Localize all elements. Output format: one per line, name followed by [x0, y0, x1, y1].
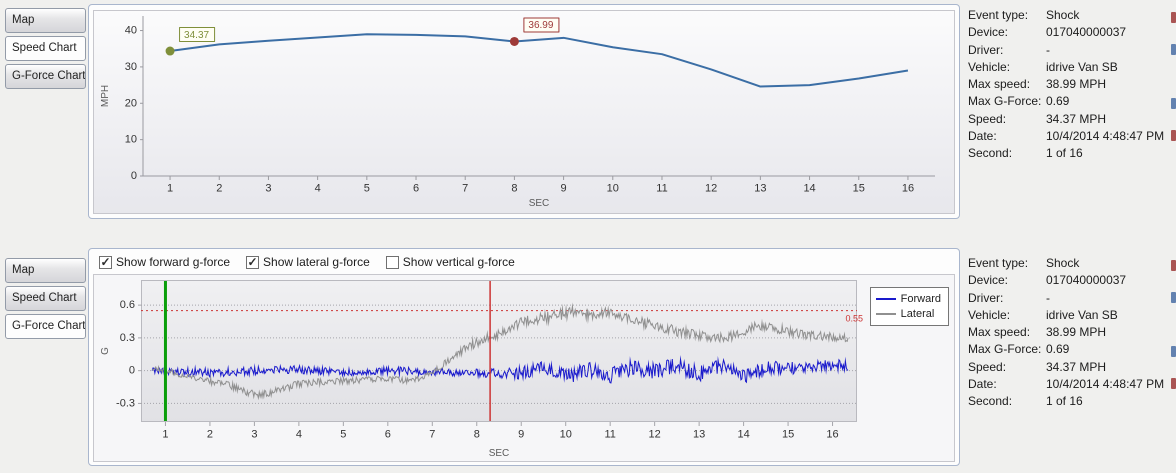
info-row-max-g-force: Max G-Force: 0.69 — [968, 342, 1173, 359]
info-label: Speed: — [968, 111, 1007, 126]
info-value: - — [1046, 290, 1050, 305]
info-value: 38.99 MPH — [1046, 325, 1107, 340]
info-label: Device: — [968, 273, 1009, 288]
info-row-speed: Speed: 34.37 MPH — [968, 360, 1173, 377]
info-row-max-g-force: Max G-Force: 0.69 — [968, 94, 1173, 111]
info-value: 1 of 16 — [1046, 146, 1083, 161]
info-row-date: Date: 10/4/2014 4:48:47 PM — [968, 129, 1173, 146]
edge-icon-fragment — [1171, 260, 1176, 271]
edge-icon-fragment — [1171, 378, 1176, 389]
info-label: Speed: — [968, 359, 1007, 374]
legend-item-lateral: Lateral — [875, 306, 941, 321]
info-value: Shock — [1046, 256, 1080, 270]
info-value: 10/4/2014 4:48:47 PM — [1046, 129, 1165, 144]
gforce-legend: Forward Lateral — [869, 287, 949, 326]
info-row-event-type: Event type: Shock — [968, 256, 1173, 273]
info-label: Event type: — [968, 8, 1029, 22]
info-value: 34.37 MPH — [1046, 359, 1107, 374]
legend-label: Forward — [900, 292, 941, 305]
info-label: Date: — [968, 377, 997, 392]
legend-label: Lateral — [900, 307, 935, 320]
info-label: Max speed: — [968, 77, 1031, 92]
info-label: Max G-Force: — [968, 342, 1042, 357]
edge-icon-fragment — [1171, 98, 1176, 109]
checkbox-label: Show vertical g-force — [402, 255, 515, 269]
info-label: Event type: — [968, 256, 1029, 270]
info-value: 017040000037 — [1046, 273, 1127, 288]
tab-g-force-chart[interactable]: G-Force Chart — [5, 64, 86, 89]
info-value: 0.69 — [1046, 342, 1070, 357]
info-label: Vehicle: — [968, 307, 1011, 322]
info-row-max-speed: Max speed: 38.99 MPH — [968, 77, 1173, 94]
checkbox-show-vertical-g-force[interactable]: Show vertical g-force — [385, 255, 515, 269]
checkbox-box[interactable]: ✓ — [246, 254, 260, 269]
info-row-speed: Speed: 34.37 MPH — [968, 112, 1173, 129]
tab-speed-chart[interactable]: Speed Chart — [5, 36, 86, 61]
info-row-date: Date: 10/4/2014 4:48:47 PM — [968, 377, 1173, 394]
info-row-device: Device: 017040000037 — [968, 25, 1173, 42]
info-row-vehicle: Vehicle: idrive Van SB — [968, 308, 1173, 325]
info-label: Driver: — [968, 42, 1004, 57]
info-value: 38.99 MPH — [1046, 77, 1107, 92]
tab-column-bottom: Map Speed Chart G-Force Chart — [5, 258, 86, 339]
info-label: Driver: — [968, 290, 1004, 305]
info-label: Max G-Force: — [968, 94, 1042, 109]
info-label: Date: — [968, 129, 997, 144]
info-value: 34.37 MPH — [1046, 111, 1107, 126]
info-row-event-type: Event type: Shock — [968, 8, 1173, 25]
tab-map[interactable]: Map — [5, 258, 86, 283]
speed-chart-frame — [88, 4, 960, 219]
info-value: idrive Van SB — [1046, 307, 1118, 322]
info-value: 0.69 — [1046, 94, 1070, 109]
checkbox-show-lateral-g-force[interactable]: ✓ Show lateral g-force — [246, 255, 370, 269]
checkbox-show-forward-g-force[interactable]: ✓ Show forward g-force — [99, 255, 230, 269]
info-label: Second: — [968, 146, 1013, 161]
edge-icon-fragment — [1171, 292, 1176, 303]
event-info-panel-bottom: Event type: Shock Device: 017040000037 Drive… — [968, 256, 1173, 412]
event-info-panel-top: Event type: Shock Device: 017040000037 Drive… — [968, 8, 1173, 164]
info-row-driver: Driver: - — [968, 43, 1173, 60]
info-row-max-speed: Max speed: 38.99 MPH — [968, 325, 1173, 342]
info-value: Shock — [1046, 8, 1080, 22]
checkbox-label: Show forward g-force — [116, 255, 231, 269]
tab-column-top: Map Speed Chart G-Force Chart — [5, 8, 86, 89]
speed-chart[interactable] — [93, 10, 955, 214]
checkbox-box[interactable]: ✓ — [99, 254, 112, 269]
tab-map[interactable]: Map — [5, 8, 86, 33]
info-row-driver: Driver: - — [968, 291, 1173, 308]
info-row-device: Device: 017040000037 — [968, 273, 1173, 290]
gforce-chart[interactable] — [93, 274, 955, 462]
info-label: Vehicle: — [968, 59, 1011, 74]
info-row-second: Second: 1 of 16 — [968, 146, 1173, 163]
edge-icon-fragment — [1171, 130, 1176, 141]
legend-swatch-lateral — [875, 312, 896, 315]
info-value: idrive Van SB — [1046, 59, 1118, 74]
info-label: Max speed: — [968, 325, 1031, 340]
checkbox-box[interactable] — [385, 255, 399, 269]
legend-item-forward: Forward — [875, 291, 941, 306]
info-value: 10/4/2014 4:48:47 PM — [1046, 377, 1165, 392]
info-label: Device: — [968, 25, 1009, 40]
info-value: 1 of 16 — [1046, 394, 1083, 409]
gforce-checkbox-bar: ✓ Show forward g-force ✓ Show lateral g-for… — [99, 253, 531, 271]
checkbox-label: Show lateral g-force — [263, 255, 370, 269]
edge-icon-fragment — [1171, 44, 1176, 55]
gforce-chart-frame: ✓ Show forward g-force ✓ Show lateral g-for… — [88, 248, 960, 466]
tab-g-force-chart[interactable]: G-Force Chart — [5, 314, 86, 339]
info-value: 017040000037 — [1046, 25, 1127, 40]
edge-icon-fragment — [1171, 12, 1176, 23]
tab-speed-chart[interactable]: Speed Chart — [5, 286, 86, 311]
info-row-second: Second: 1 of 16 — [968, 394, 1173, 411]
legend-swatch-forward — [875, 297, 896, 300]
info-label: Second: — [968, 394, 1013, 409]
edge-icon-fragment — [1171, 346, 1176, 357]
info-row-vehicle: Vehicle: idrive Van SB — [968, 60, 1173, 77]
info-value: - — [1046, 42, 1050, 57]
